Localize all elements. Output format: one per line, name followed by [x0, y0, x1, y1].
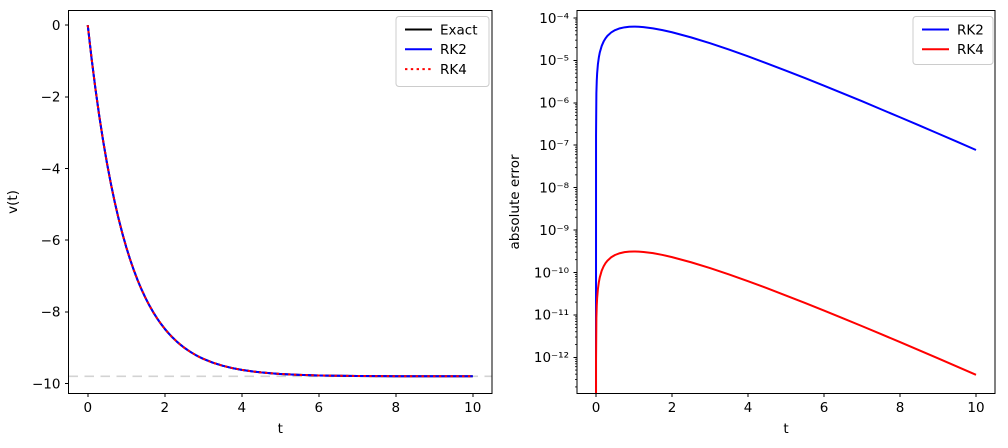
- x-tick-label: 4: [744, 400, 753, 416]
- error-series-RK4: [595, 250, 977, 394]
- y-tick-label: 10⁻⁷: [539, 138, 569, 154]
- y-tick-label: 10⁻¹⁰: [534, 265, 569, 281]
- velocity-x-axis: 0 2 4 6 8 10 t: [83, 393, 481, 437]
- y-tick-label: −10: [32, 376, 61, 392]
- legend-label: RK4: [957, 42, 984, 58]
- velocity-y-axis: 0 −2 −4 −6 −8 −10 v(t): [5, 18, 69, 392]
- velocity-ylabel: v(t): [5, 190, 21, 214]
- x-tick-label: 2: [668, 400, 677, 416]
- x-tick-label: 0: [83, 400, 92, 416]
- legend-label: Exact: [440, 22, 478, 38]
- x-tick-label: 8: [896, 400, 905, 416]
- y-tick-label: 0: [52, 18, 61, 34]
- x-tick-label: 0: [592, 400, 601, 416]
- error-y-axis: 10⁻⁴ 10⁻⁵ 10⁻⁶ 10⁻⁷ 10⁻⁸ 10⁻⁹ 10⁻¹⁰ 10⁻¹¹ 10⁻¹² a…: [507, 11, 577, 388]
- legend-box: [395, 16, 490, 87]
- x-tick-label: 8: [391, 400, 400, 416]
- y-tick-label: 10⁻¹¹: [534, 308, 569, 324]
- y-tick-label: 10⁻⁸: [539, 180, 569, 196]
- legend-label: RK2: [440, 42, 467, 58]
- x-tick-label: 6: [820, 400, 829, 416]
- error-axes-frame: [576, 10, 996, 394]
- error-ylabel: absolute error: [507, 154, 523, 249]
- error-x-axis: 0 2 4 6 8 10 t: [592, 393, 985, 437]
- x-tick-label: 10: [464, 400, 481, 416]
- velocity-series-RK4: [86, 25, 473, 378]
- legend-label: RK2: [957, 22, 984, 38]
- velocity-legend: Exact RK2 RK4: [395, 16, 490, 87]
- velocity-xlabel: t: [278, 421, 283, 437]
- y-tick-label: −4: [41, 161, 61, 177]
- x-tick-label: 4: [237, 400, 246, 416]
- y-tick-label: 10⁻¹²: [534, 350, 569, 366]
- velocity-chart: 0 2 4 6 8 10 t 0 −2 −4 −6 −8 −10 v(t) Exact RK2 RK4: [5, 10, 493, 437]
- error-xlabel: t: [783, 421, 788, 437]
- x-tick-label: 10: [967, 400, 984, 416]
- y-tick-label: 10⁻⁴: [539, 11, 569, 27]
- error-plot-area: [595, 25, 977, 394]
- y-tick-label: −8: [41, 305, 61, 321]
- y-tick-label: −2: [41, 90, 61, 106]
- error-series-RK2: [595, 25, 977, 394]
- y-tick-label: 10⁻⁹: [539, 223, 569, 239]
- velocity-plot-area: [68, 25, 492, 378]
- y-tick-label: 10⁻⁵: [539, 53, 569, 69]
- y-tick-label: 10⁻⁶: [539, 96, 569, 112]
- y-tick-label: −6: [41, 233, 61, 249]
- error-chart: 0 2 4 6 8 10t10⁻⁴10⁻⁵10⁻⁶10⁻⁷10⁻⁸10⁻⁹10⁻¹⁰10⁻…: [507, 10, 996, 437]
- x-tick-label: 2: [160, 400, 169, 416]
- legend-label: RK4: [440, 62, 467, 78]
- velocity-axes-frame: [68, 10, 493, 394]
- x-tick-label: 6: [314, 400, 323, 416]
